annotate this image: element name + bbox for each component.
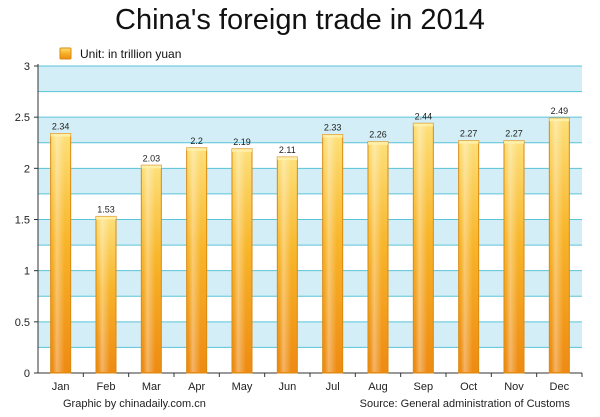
bar-top-cap [186, 147, 207, 151]
bar-top-cap [322, 134, 343, 138]
x-tick-label: Aug [368, 381, 388, 393]
data-label: 2.26 [369, 130, 387, 140]
grid-band [38, 270, 582, 297]
bar-top-cap [232, 148, 252, 152]
y-tick-label: 3 [24, 61, 30, 73]
source-text: Source: General administration of Custom… [359, 398, 570, 410]
data-label: 2.34 [52, 122, 70, 132]
grid-band [38, 219, 582, 246]
bar-highlight [279, 158, 292, 372]
grid-band [38, 168, 582, 194]
bar-top-cap [458, 140, 479, 144]
legend-swatch [59, 47, 72, 60]
x-tick-label: Sep [414, 381, 434, 393]
bar-highlight [98, 217, 110, 372]
data-label: 2.03 [143, 153, 161, 163]
y-tick-label: 0.5 [15, 317, 30, 329]
x-tick-label: Dec [550, 381, 570, 393]
data-label: 1.53 [97, 204, 115, 214]
data-label: 2.27 [460, 129, 478, 139]
bar-highlight [188, 148, 201, 372]
bar-highlight [551, 119, 564, 372]
bar-highlight [143, 166, 156, 372]
y-tick-label: 2 [24, 163, 30, 175]
bar-highlight [52, 134, 65, 372]
bar-top-cap [277, 157, 298, 161]
y-tick-label: 2.5 [15, 112, 30, 124]
legend-label: Unit: in trillion yuan [80, 47, 181, 61]
data-label: 2.11 [279, 145, 296, 155]
x-tick-label: Jul [326, 381, 340, 393]
grid-band [38, 66, 582, 92]
bar-top-cap [368, 141, 388, 145]
data-label: 2.49 [551, 106, 569, 116]
bar-highlight [234, 149, 246, 372]
grid-band [38, 117, 582, 143]
x-tick-label: May [232, 381, 253, 393]
x-tick-label: Nov [504, 381, 524, 393]
data-label: 2.44 [415, 111, 433, 121]
data-label: 2.2 [190, 136, 203, 146]
credit-text: Graphic by chinadaily.com.cn [63, 398, 206, 410]
x-tick-label: Jan [52, 381, 70, 393]
x-tick-label: Jun [278, 381, 296, 393]
bar-top-cap [50, 133, 71, 137]
y-tick-label: 1.5 [15, 215, 30, 227]
grid-band [38, 321, 582, 348]
y-tick-label: 0 [24, 368, 30, 380]
bar-highlight [415, 124, 428, 372]
bar-highlight [370, 142, 382, 372]
data-label: 2.33 [324, 123, 342, 133]
bar-top-cap [504, 140, 524, 144]
bar-top-cap [413, 123, 434, 127]
x-tick-label: Mar [142, 381, 161, 393]
x-tick-label: Oct [460, 381, 477, 393]
bar-top-cap [549, 118, 570, 122]
bar-highlight [506, 141, 518, 372]
bar-highlight [460, 141, 473, 372]
x-tick-label: Apr [188, 381, 205, 393]
x-tick-label: Feb [97, 381, 116, 393]
y-tick-label: 1 [24, 266, 30, 278]
bar-top-cap [96, 216, 116, 220]
data-label: 2.27 [505, 129, 523, 139]
data-label: 2.19 [233, 137, 251, 147]
bar-highlight [324, 135, 337, 372]
chart-title: China's foreign trade in 2014 [115, 4, 485, 36]
bar-top-cap [141, 165, 162, 169]
